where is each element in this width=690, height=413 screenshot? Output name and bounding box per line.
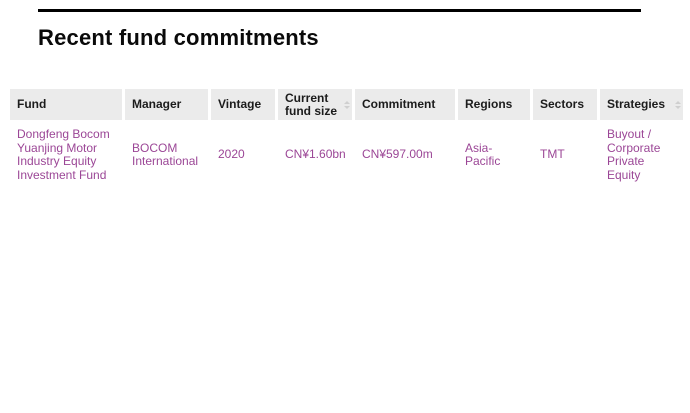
table-header-row: Fund Manager Vintage Current fund size C… — [10, 89, 683, 120]
column-header-vintage[interactable]: Vintage — [211, 89, 275, 120]
recent-fund-commitments-table: Fund Manager Vintage Current fund size C… — [10, 89, 683, 185]
cell-vintage: 2020 — [218, 147, 245, 162]
column-header-fund[interactable]: Fund — [10, 89, 122, 120]
cell-current-fund-size: CN¥1.60bn — [285, 147, 346, 162]
cell-commitment: CN¥597.00m — [362, 147, 433, 162]
column-header-label: Regions — [465, 97, 513, 111]
top-rule — [38, 9, 641, 12]
column-header-label: Manager — [132, 97, 182, 111]
manager-link[interactable]: BOCOM International — [132, 140, 199, 168]
column-header-regions[interactable]: Regions — [458, 89, 530, 120]
column-header-label: Commitment — [362, 97, 436, 111]
cell-manager: BOCOM International — [125, 140, 208, 169]
fund-link[interactable]: Dongfeng Bocom Yuanjing Motor Industry E… — [17, 127, 110, 182]
column-header-sectors[interactable]: Sectors — [533, 89, 597, 120]
column-header-strategies[interactable]: Strategies — [600, 89, 683, 120]
sort-icon — [344, 100, 350, 109]
sort-icon — [675, 100, 681, 109]
column-header-label: Sectors — [540, 97, 585, 111]
column-header-current-fund-size[interactable]: Current fund size — [278, 89, 352, 120]
cell-fund: Dongfeng Bocom Yuanjing Motor Industry E… — [10, 127, 122, 182]
column-header-label: Vintage — [218, 97, 262, 111]
column-header-label: Strategies — [607, 97, 666, 111]
column-header-manager[interactable]: Manager — [125, 89, 208, 120]
cell-strategies: Buyout / Corporate Private Equity — [607, 127, 661, 182]
column-header-label: Current fund size — [285, 90, 338, 118]
column-header-commitment[interactable]: Commitment — [355, 89, 455, 120]
column-header-label: Fund — [17, 97, 47, 111]
page-title: Recent fund commitments — [38, 25, 319, 50]
cell-sectors: TMT — [540, 147, 565, 162]
cell-regions: Asia-Pacific — [465, 140, 501, 168]
table-row[interactable]: Dongfeng Bocom Yuanjing Motor Industry E… — [10, 120, 683, 185]
